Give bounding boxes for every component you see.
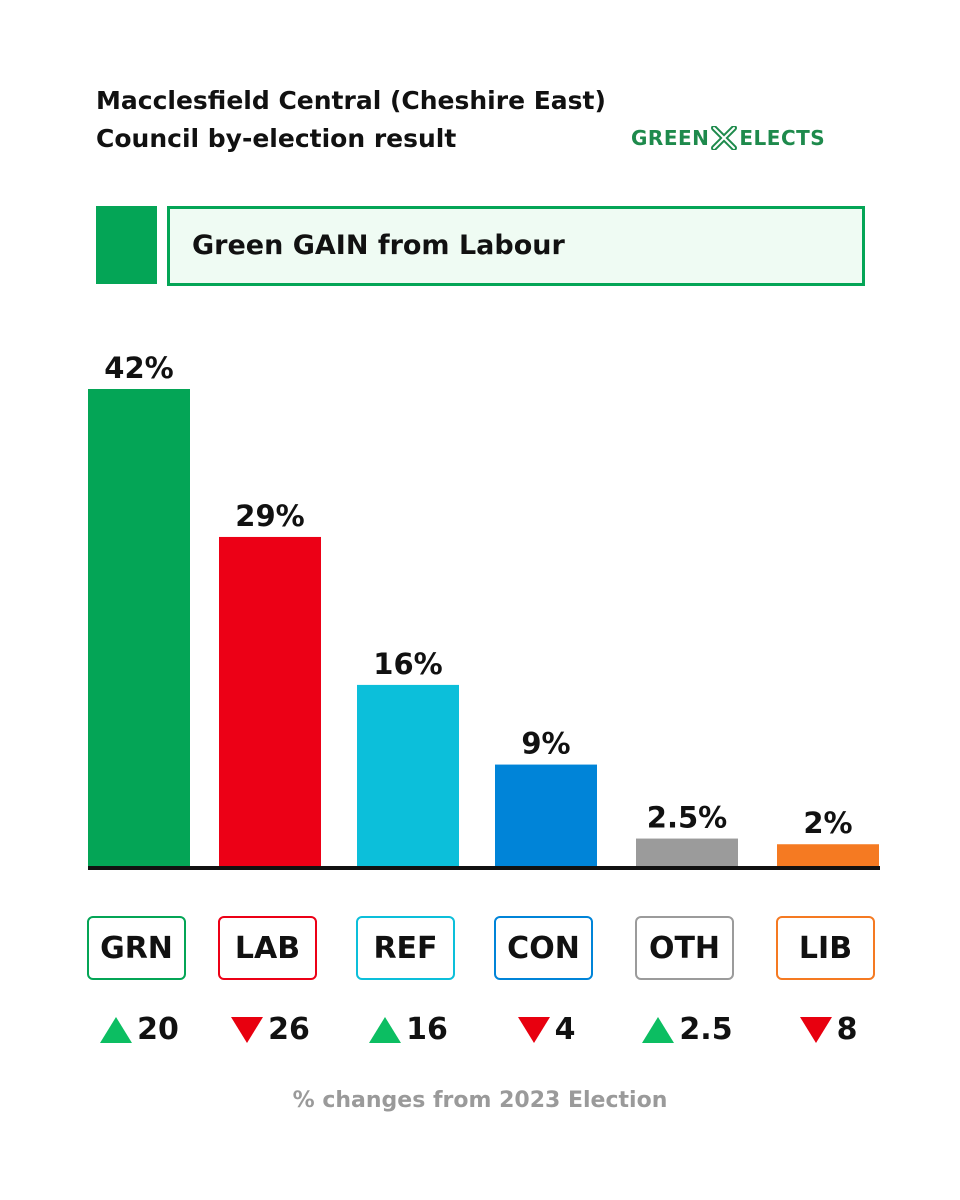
- logo-text-left: GREEN: [631, 126, 710, 150]
- bar-con: [495, 764, 597, 867]
- party-label-ref: REF: [356, 916, 455, 980]
- ballot-cross-icon: [711, 126, 738, 150]
- bar-value-label-lib: 2%: [803, 806, 852, 840]
- bar-oth: [636, 838, 738, 867]
- change-oth: 2.5: [632, 1012, 742, 1047]
- change-con: 4: [491, 1012, 601, 1047]
- bar-grn: [88, 389, 190, 867]
- party-label-oth: OTH: [635, 916, 734, 980]
- change-value: 8: [836, 1012, 858, 1047]
- party-label-grn: GRN: [87, 916, 186, 980]
- change-grn: 20: [84, 1012, 194, 1047]
- result-banner: Green GAIN from Labour: [167, 206, 865, 286]
- party-label-lib: LIB: [776, 916, 875, 980]
- result-banner-text: Green GAIN from Labour: [192, 230, 565, 261]
- footnote: % changes from 2023 Election: [292, 1088, 668, 1113]
- chart-title-line-2: Council by-election result: [96, 124, 457, 153]
- logo-text-right: ELECTS: [739, 126, 826, 150]
- bar-lib: [777, 844, 879, 867]
- bar-value-label-lab: 29%: [235, 499, 304, 533]
- change-lab: 26: [215, 1012, 325, 1047]
- bar-chart: 42% 29% 16% 9% 2.5% 2%: [88, 351, 880, 870]
- bar-ref: [357, 684, 459, 867]
- party-label-lab: LAB: [218, 916, 317, 980]
- greenelects-logo: GREEN ELECTS: [631, 126, 825, 150]
- bar-value-label-con: 9%: [521, 727, 570, 761]
- change-lib: 8: [773, 1012, 883, 1047]
- banner-color-block: [96, 206, 157, 284]
- change-value: 26: [268, 1012, 310, 1047]
- bar-value-label-grn: 42%: [104, 351, 173, 385]
- down-triangle-icon: [517, 1016, 550, 1043]
- bar-lab: [219, 536, 321, 867]
- down-triangle-icon: [231, 1016, 264, 1043]
- party-label-con: CON: [494, 916, 593, 980]
- change-value: 20: [137, 1012, 179, 1047]
- up-triangle-icon: [100, 1016, 133, 1043]
- bar-value-label-ref: 16%: [373, 647, 442, 681]
- change-value: 4: [554, 1012, 576, 1047]
- bar-value-label-oth: 2.5%: [647, 801, 727, 835]
- up-triangle-icon: [642, 1016, 675, 1043]
- down-triangle-icon: [799, 1016, 832, 1043]
- chart-title-line-1: Macclesfield Central (Cheshire East): [96, 86, 606, 115]
- change-value: 16: [406, 1012, 448, 1047]
- change-value: 2.5: [679, 1012, 733, 1047]
- change-ref: 16: [353, 1012, 463, 1047]
- up-triangle-icon: [369, 1016, 402, 1043]
